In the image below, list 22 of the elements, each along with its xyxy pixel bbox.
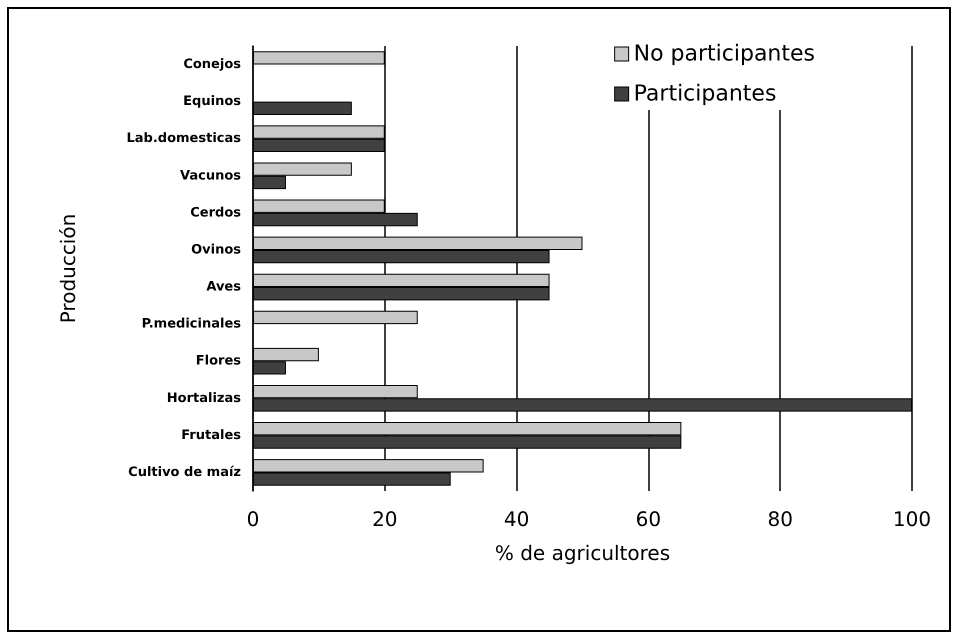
y-tick-label: Conejos [183, 57, 242, 72]
y-tick-label: Ovinos [191, 242, 242, 258]
x-tick-label: 60 [636, 507, 662, 531]
x-axis-title: % de agricultores [494, 541, 670, 565]
x-tick-label: 100 [892, 507, 932, 531]
legend-label: No participantes [634, 42, 816, 66]
y-tick-label: Lab.domesticas [126, 131, 242, 146]
x-tick-label: 0 [246, 507, 260, 531]
y-tick-label: P.medicinales [142, 316, 242, 332]
y-tick-label: Frutales [181, 428, 242, 443]
y-tick-label: Aves [206, 280, 242, 295]
y-tick-label: Equinos [183, 94, 242, 110]
y-tick-label: Hortalizas [166, 390, 242, 406]
y-tick-label: Cultivo de maíz [128, 464, 241, 480]
y-axis-title: Producción [56, 214, 80, 324]
x-tick-label: 80 [767, 507, 793, 531]
y-tick-label: Cerdos [190, 205, 242, 220]
x-tick-label: 20 [372, 507, 398, 531]
x-tick-label: 40 [504, 507, 530, 531]
y-tick-label: Flores [196, 354, 242, 369]
y-tick-label: Vacunos [180, 168, 242, 184]
legend-label: Participantes [634, 82, 776, 106]
